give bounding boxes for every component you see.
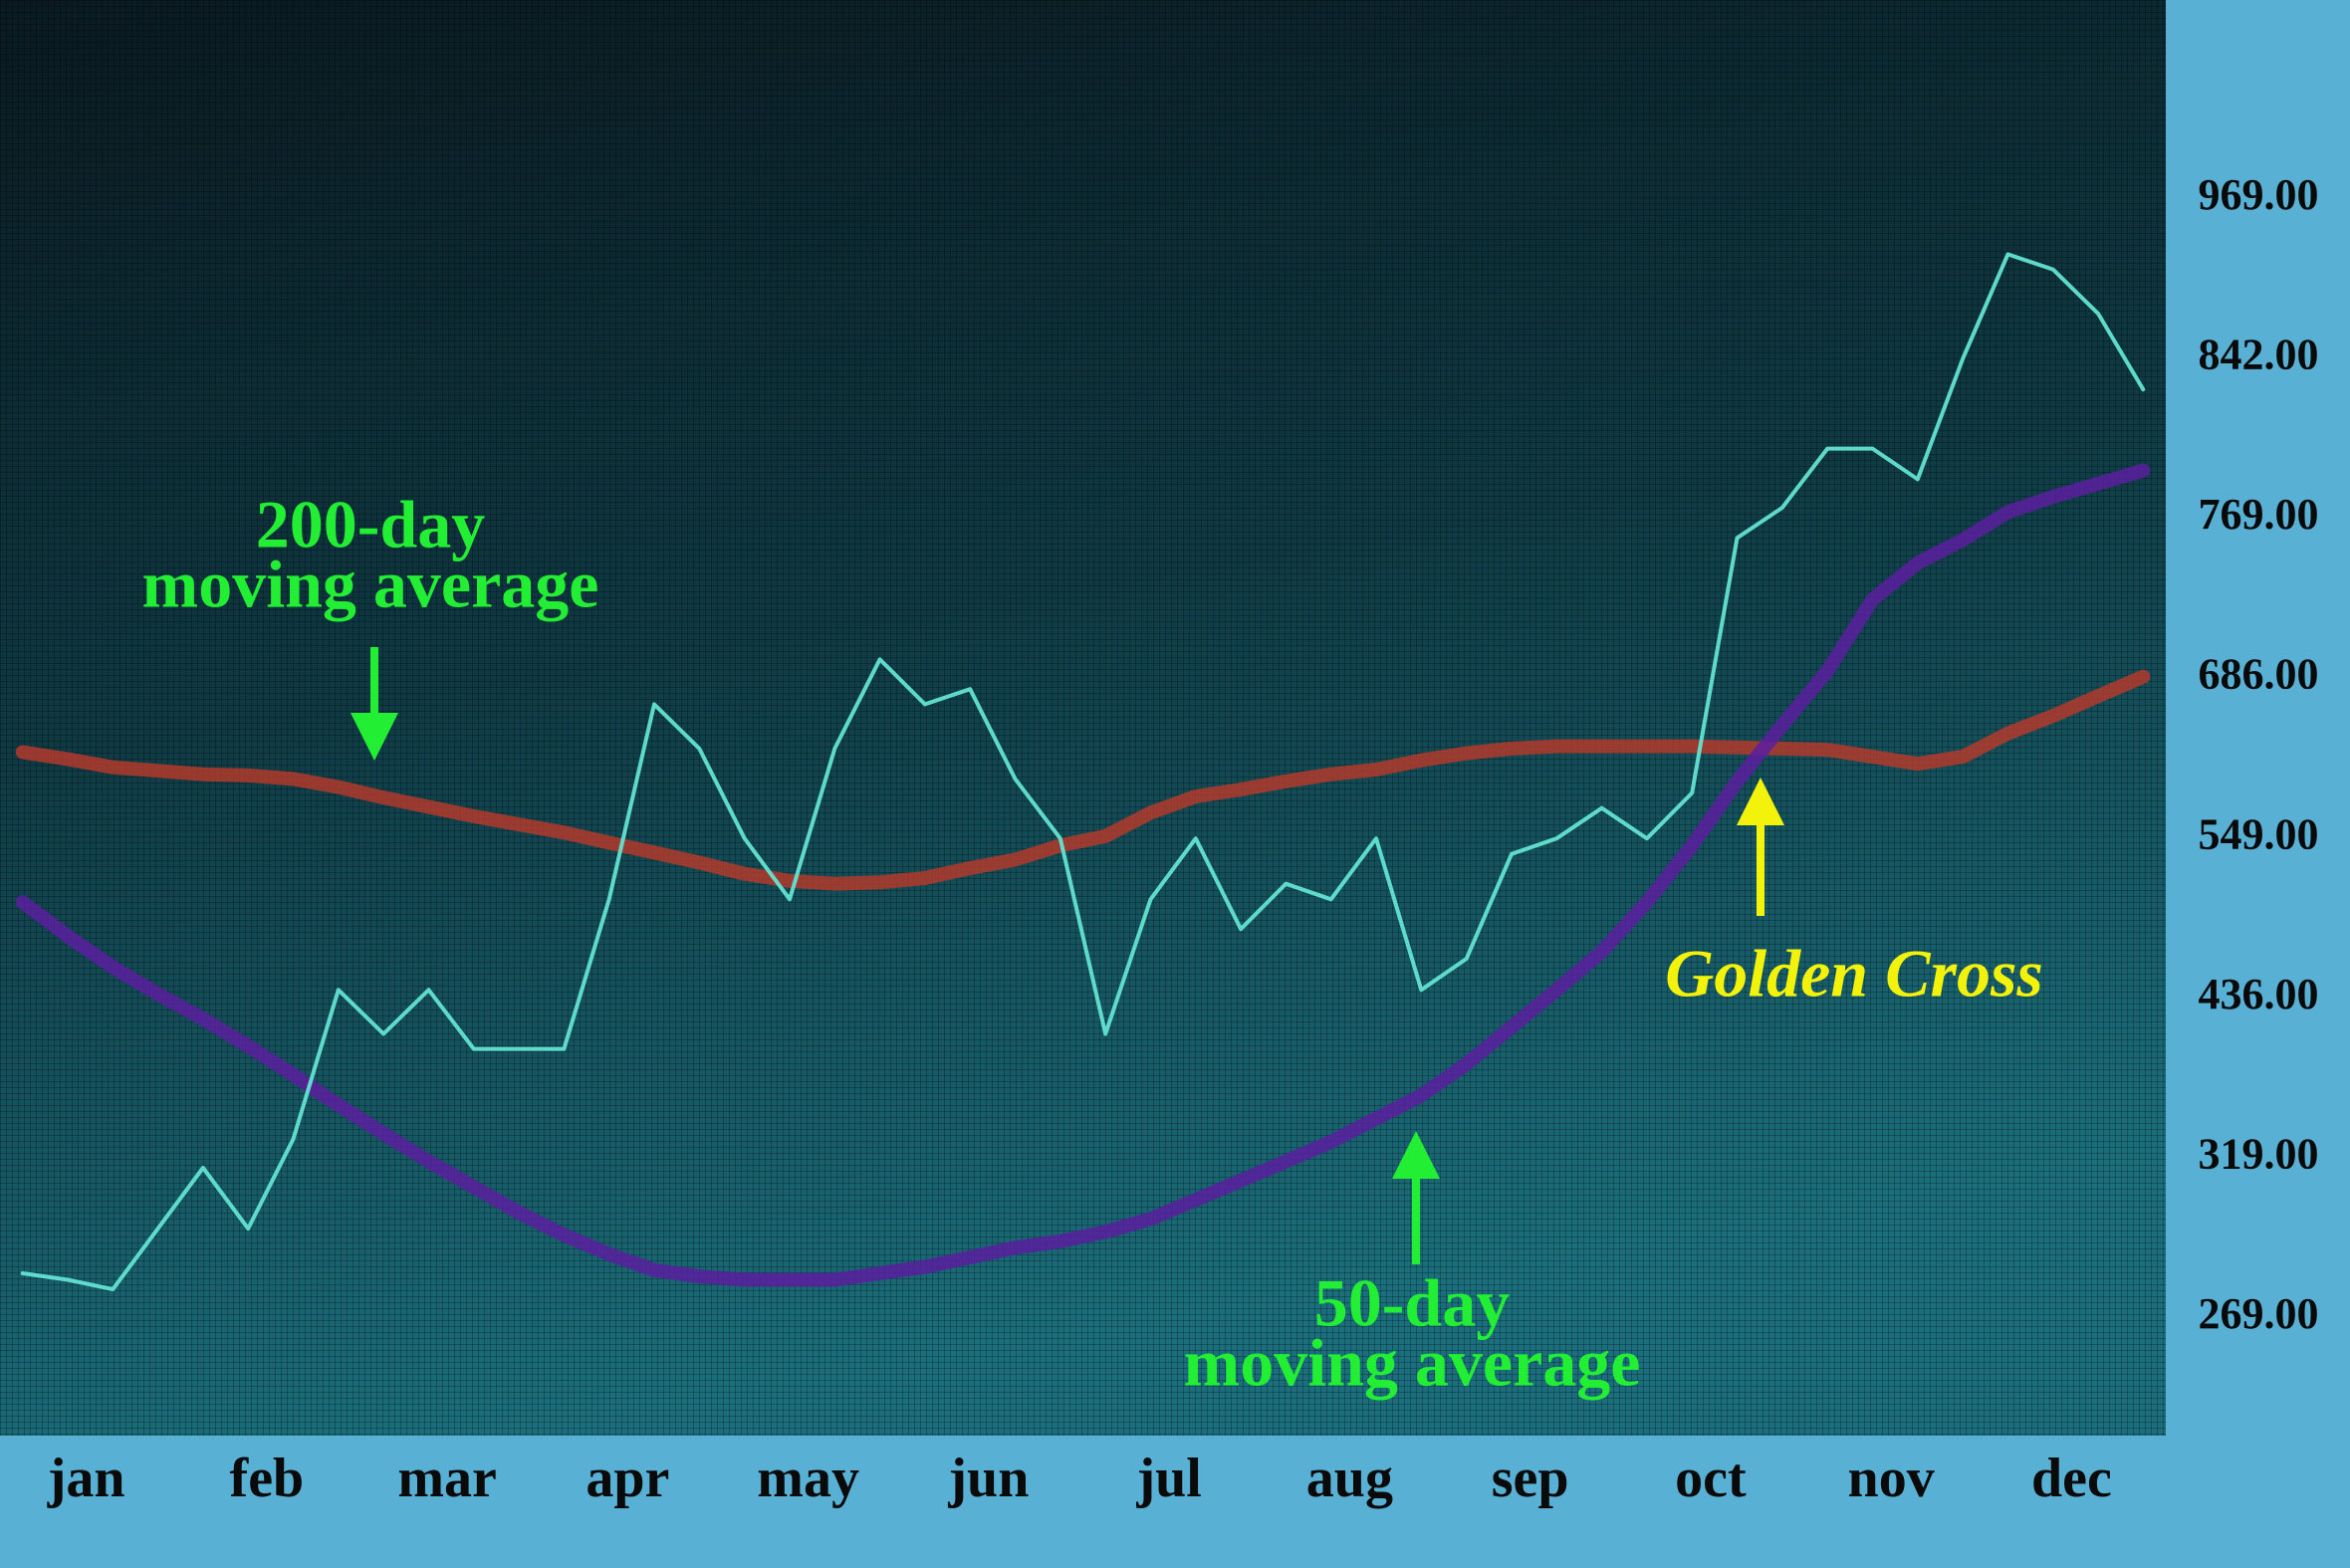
x-tick-label: aug (1306, 1448, 1393, 1509)
x-tick-label: dec (2031, 1448, 2112, 1509)
y-tick-label: 769.00 (2199, 490, 2319, 539)
annotation: 200-day (256, 487, 485, 562)
x-tick-label: jun (947, 1448, 1029, 1509)
x-tick-label: apr (586, 1448, 669, 1509)
series-line (15, 669, 2151, 891)
x-tick-label: sep (1492, 1448, 1569, 1509)
annotation: moving average (1184, 1325, 1641, 1401)
screen-texture (0, 0, 2166, 1436)
series-line (20, 252, 2146, 1292)
annotation: 50-day (1314, 1265, 1510, 1341)
y-tick-label: 436.00 (2199, 970, 2319, 1018)
annotation: moving average (142, 547, 599, 622)
x-tick-label: nov (1848, 1448, 1935, 1509)
annotation: Golden Cross (1665, 936, 2043, 1011)
x-tick-label: oct (1675, 1448, 1747, 1509)
x-tick-label: jan (47, 1448, 125, 1509)
y-tick-label: 319.00 (2199, 1129, 2319, 1178)
y-tick-label: 969.00 (2199, 170, 2319, 219)
y-tick-label: 269.00 (2199, 1289, 2319, 1338)
y-tick-label: 842.00 (2199, 330, 2319, 378)
y-tick-label: 686.00 (2199, 650, 2319, 699)
y-tick-label: 549.00 (2199, 809, 2319, 858)
x-tick-label: mar (397, 1448, 497, 1509)
x-tick-label: jul (1135, 1448, 1201, 1509)
x-tick-label: may (757, 1448, 859, 1509)
x-tick-label: feb (230, 1448, 305, 1509)
series-line (15, 463, 2151, 1287)
